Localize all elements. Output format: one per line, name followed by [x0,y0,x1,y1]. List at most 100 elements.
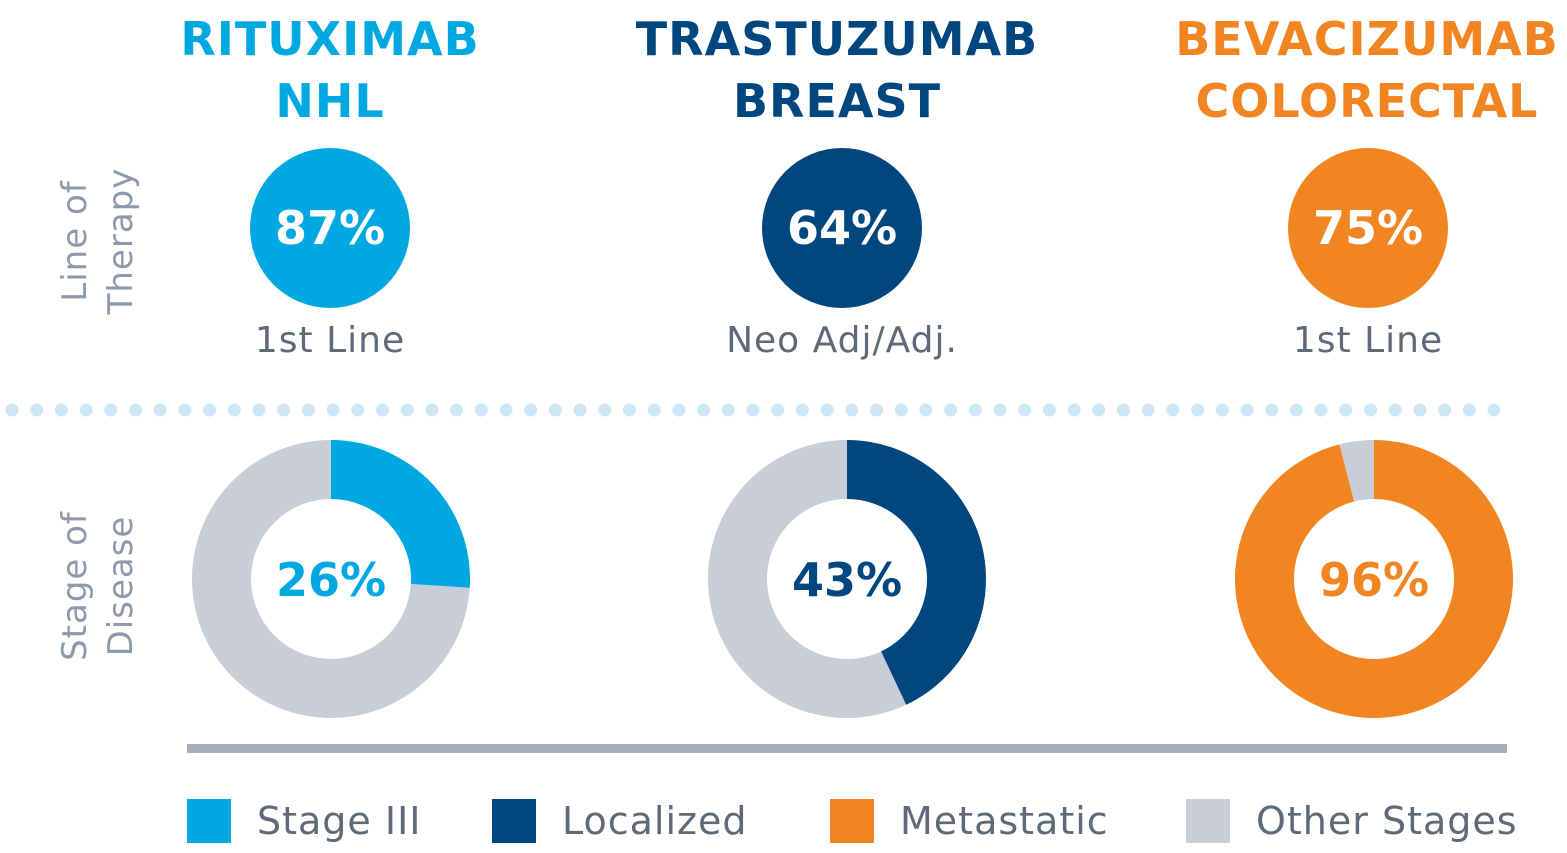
legend-swatch [830,799,874,843]
divider-dot [129,403,142,417]
legend-label: Metastatic [900,799,1109,843]
donut-value-label-rituximab: 26% [276,553,386,607]
divider-dot [1265,403,1279,417]
donut-value-label-trastuzumab: 43% [792,553,902,607]
panel-title: BEVACIZUMAB COLORECTAL [1107,8,1567,132]
panel-trastuzumab-header: TRASTUZUMAB BREAST [577,0,1097,132]
divider-dot [104,403,118,417]
divider-dot [1067,403,1081,417]
divider-dot [30,403,44,417]
divider-dot [474,403,488,417]
divider-dot [1092,403,1106,417]
line-therapy-label-rituximab: 1st Line [254,320,406,361]
divider-dot [252,403,266,417]
donut-value-label-bevacizumab: 96% [1319,553,1429,607]
divider-dot [1413,403,1427,417]
donut-slice-main-bevacizumab [1235,440,1513,719]
divider-dot [425,403,439,417]
donut-slice-other-trastuzumab [707,440,907,719]
divider-dot [598,403,612,417]
divider-dot [54,403,68,417]
panel-title: RITUXIMAB NHL [70,8,590,132]
legend-swatch [1186,799,1230,843]
divider-dot [400,403,414,417]
line-therapy-circle-rituximab: 87% [250,148,410,308]
divider-dot [450,403,464,417]
divider-dot [153,403,167,417]
panel-title: TRASTUZUMAB BREAST [577,8,1097,132]
divider-dot [1141,403,1155,417]
divider-dot [1215,403,1229,417]
legend-item-stage-iii: Stage III [187,798,422,844]
divider-dot [5,403,19,417]
divider-dot [623,403,636,417]
divider-dot [968,403,982,417]
line-therapy-circle-bevacizumab: 75% [1288,148,1448,308]
divider-dot [894,403,908,417]
line-therapy-label-trastuzumab: Neo Adj/Adj. [726,320,958,361]
indication-name: NHL [275,74,385,128]
line-therapy-label-bevacizumab: 1st Line [1292,320,1444,361]
divider-dot [573,403,587,417]
divider-dot [79,403,93,417]
divider-dot [771,403,785,417]
divider-dot [1438,403,1452,417]
divider-dot [524,403,538,417]
drug-name: TRASTUZUMAB [635,12,1039,66]
drug-name: BEVACIZUMAB [1175,12,1559,66]
divider-dot [845,403,859,417]
panel-rituximab-header: RITUXIMAB NHL [70,0,590,132]
divider-dot [1339,403,1353,417]
divider-dot [277,403,291,417]
legend-item-metastatic: Metastatic [830,798,1109,844]
divider-dot [944,403,958,417]
divider-dot [548,403,562,417]
divider-dot [993,403,1007,417]
dotted-divider [5,403,1501,417]
divider-dot [499,403,513,417]
divider-dot [672,403,686,417]
indication-name: BREAST [732,74,941,128]
divider-dot [1462,403,1476,417]
divider-dot [820,403,834,417]
legend-divider [187,744,1507,753]
divider-dot [919,403,933,417]
divider-dot [1388,403,1402,417]
donut-slice-other-bevacizumab [1339,440,1374,502]
divider-dot [697,403,711,417]
donut-slice-main-trastuzumab [847,440,986,705]
divider-dot [1487,403,1501,417]
panel-bevacizumab-header: BEVACIZUMAB COLORECTAL [1107,0,1567,132]
divider-dot [746,403,760,417]
legend-item-localized: Localized [492,798,748,844]
legend-swatch [492,799,536,843]
drug-name: RITUXIMAB [180,12,480,66]
donut-slice-other-rituximab [192,440,470,718]
divider-dot [1042,403,1056,417]
divider-dot [1018,403,1032,417]
divider-dot [721,403,735,417]
divider-dot [795,403,809,417]
divider-dot [1364,403,1377,417]
legend-label: Stage III [257,799,422,843]
divider-dot [1240,403,1254,417]
divider-dot [376,403,389,417]
legend-swatch [187,799,231,843]
indication-name: COLORECTAL [1195,74,1539,128]
divider-dot [203,403,217,417]
divider-dot [351,403,365,417]
divider-dot [1191,403,1205,417]
divider-dot [1166,403,1180,417]
line-therapy-circle-trastuzumab: 64% [762,148,922,308]
legend-item-other-stages: Other Stages [1186,798,1518,844]
divider-dot [647,403,661,417]
legend-label: Other Stages [1256,799,1518,843]
divider-dot [1289,403,1303,417]
donut-slice-main-rituximab [331,440,470,588]
divider-dot [227,403,241,417]
divider-dot [178,403,192,417]
divider-dot [301,403,315,417]
divider-dot [1117,403,1130,417]
divider-dot [1314,403,1328,417]
